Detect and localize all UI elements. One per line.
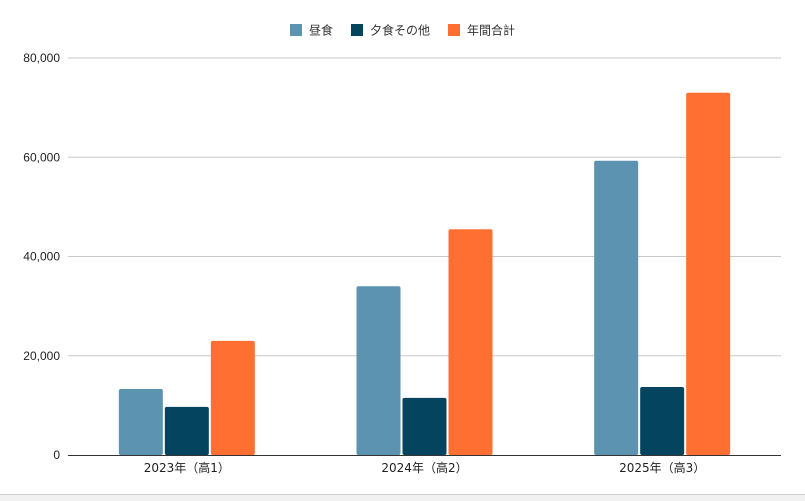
y-tick-label: 40,000 <box>23 250 60 264</box>
legend-item: 年間合計 <box>448 23 515 38</box>
x-category-label: 2024年（高2） <box>381 460 467 475</box>
legend-swatch <box>350 24 363 36</box>
bar-1-2 <box>356 286 401 455</box>
bar-2-1 <box>164 406 209 455</box>
legend-swatch <box>289 24 302 36</box>
y-axis: 0 20,000 40,000 60,000 80,000 <box>23 51 60 462</box>
bar-2-2 <box>402 397 447 455</box>
legend-label: 昼食 <box>309 23 333 38</box>
legend-item: 昼食 <box>289 23 333 38</box>
x-axis: 2023年（高1） 2024年（高2） 2025年（高3） <box>68 455 781 475</box>
bars <box>118 92 731 456</box>
legend-label: 年間合計 <box>467 23 515 38</box>
bar-3-1 <box>210 340 255 455</box>
y-tick-label: 60,000 <box>23 150 60 164</box>
legend: 昼食 夕食その他 年間合計 <box>289 23 515 38</box>
bar-3-3 <box>686 92 731 456</box>
y-tick-label: 0 <box>53 448 60 462</box>
legend-swatch <box>448 24 461 36</box>
x-category-label: 2023年（高1） <box>144 460 230 475</box>
bottom-strip <box>0 494 805 501</box>
legend-item: 夕食その他 <box>350 23 430 38</box>
legend-label: 夕食その他 <box>370 23 430 38</box>
bar-3-2 <box>448 229 493 455</box>
gridlines <box>68 57 781 357</box>
y-tick-label: 20,000 <box>23 349 60 363</box>
y-tick-label: 80,000 <box>23 51 60 65</box>
bar-1-1 <box>118 388 163 455</box>
bar-2-3 <box>640 387 685 455</box>
x-category-label: 2025年（高3） <box>619 460 705 475</box>
bar-1-3 <box>594 160 639 455</box>
